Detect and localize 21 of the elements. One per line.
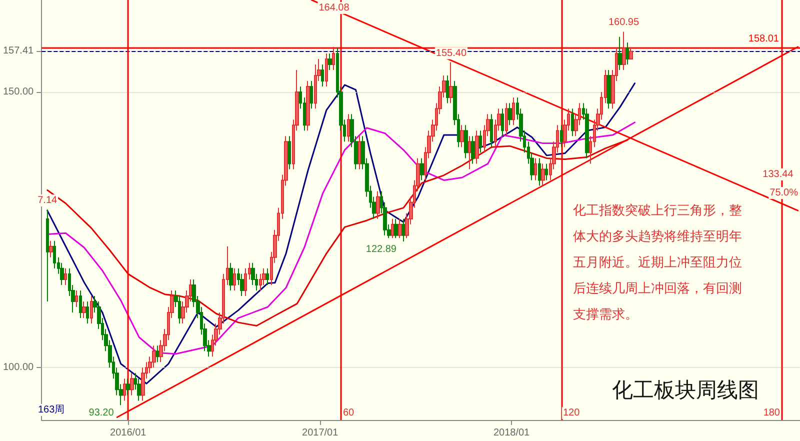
annotation: 93.20 — [88, 408, 114, 419]
annotation: 120 — [563, 408, 580, 418]
annotation: 75.0% — [770, 188, 798, 198]
annotation: 化工指数突破上行三角形，整体大的多头趋势将维持至明年五月附近。近期上冲至阻力位后连续几周上冲回落，有回测支撑需求。 — [573, 202, 742, 322]
annotation: 155.40 — [436, 48, 467, 59]
text: 化工板块周线图 — [612, 379, 759, 402]
annotation: 122.89 — [366, 244, 397, 255]
y-tick-label: 157.41 — [2, 46, 34, 57]
annotation: 160.95 — [608, 17, 640, 28]
annotation: 133.44 — [762, 168, 794, 180]
annotation: 180 — [763, 408, 780, 418]
x-tick-label: 2016/01 — [110, 428, 147, 438]
annotation: 163周 — [38, 404, 65, 416]
y-tick-label: 100.00 — [2, 362, 34, 374]
x-tick-label: 2017/01 — [302, 428, 339, 438]
ref-line-label: 158.01 — [748, 33, 780, 44]
annotation: 164.08 — [318, 2, 350, 14]
annotation: 7.14 — [38, 194, 58, 206]
y-tick-label: 150.00 — [2, 86, 34, 98]
x-tick-label: 2018/01 — [493, 428, 530, 438]
annotation: 60 — [343, 408, 355, 418]
